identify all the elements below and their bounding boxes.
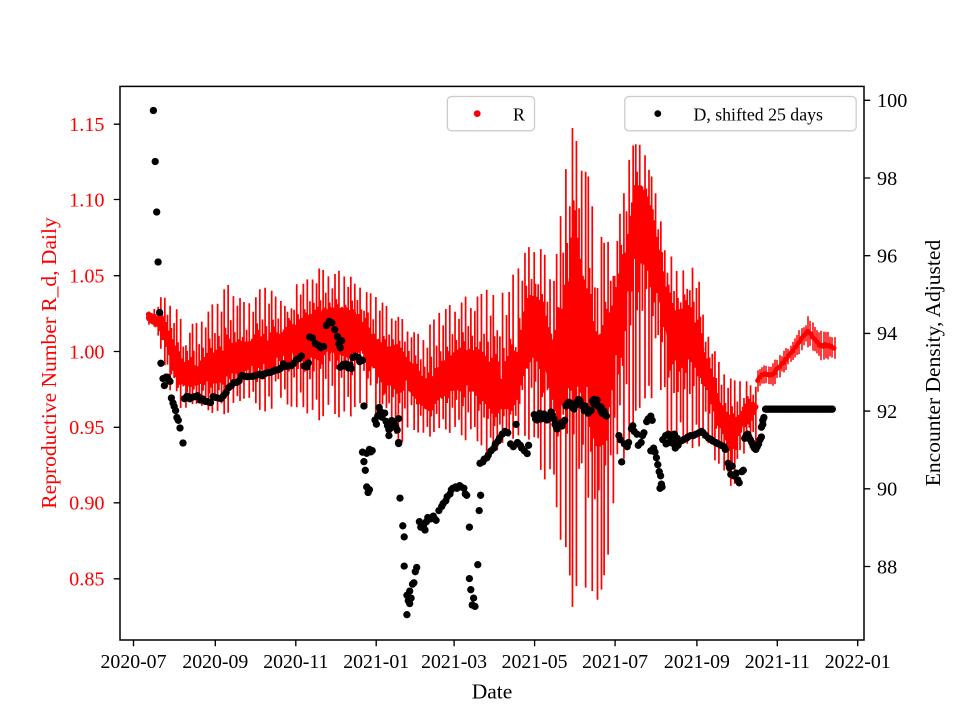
svg-text:2021-01: 2021-01 bbox=[343, 651, 409, 673]
svg-text:R: R bbox=[513, 105, 525, 125]
svg-text:96: 96 bbox=[877, 246, 897, 268]
svg-text:90: 90 bbox=[877, 479, 897, 501]
svg-text:94: 94 bbox=[877, 323, 897, 345]
svg-text:0.85: 0.85 bbox=[69, 569, 104, 591]
svg-text:D, shifted 25 days: D, shifted 25 days bbox=[694, 105, 823, 125]
svg-text:2021-03: 2021-03 bbox=[421, 651, 487, 673]
svg-text:1.10: 1.10 bbox=[69, 189, 104, 211]
svg-text:2021-05: 2021-05 bbox=[502, 651, 568, 673]
svg-text:2022-01: 2022-01 bbox=[825, 651, 891, 673]
svg-text:100: 100 bbox=[877, 90, 907, 112]
svg-text:2020-09: 2020-09 bbox=[182, 651, 248, 673]
svg-text:2020-07: 2020-07 bbox=[101, 651, 167, 673]
svg-text:Encounter Density, Adjusted: Encounter Density, Adjusted bbox=[921, 240, 945, 487]
svg-text:0.95: 0.95 bbox=[69, 417, 104, 439]
svg-text:Reproductive Number R_d, Daily: Reproductive Number R_d, Daily bbox=[37, 217, 61, 509]
svg-text:2020-11: 2020-11 bbox=[263, 651, 328, 673]
svg-text:1.05: 1.05 bbox=[69, 266, 104, 288]
svg-text:88: 88 bbox=[877, 556, 897, 578]
svg-text:2021-09: 2021-09 bbox=[664, 651, 730, 673]
svg-text:2021-07: 2021-07 bbox=[582, 651, 648, 673]
svg-text:0.90: 0.90 bbox=[69, 493, 104, 515]
svg-text:92: 92 bbox=[877, 401, 897, 423]
svg-text:2021-11: 2021-11 bbox=[745, 651, 810, 673]
svg-text:1.00: 1.00 bbox=[69, 341, 104, 363]
svg-text:Date: Date bbox=[472, 680, 513, 704]
svg-text:98: 98 bbox=[877, 168, 897, 190]
svg-text:1.15: 1.15 bbox=[69, 114, 104, 136]
